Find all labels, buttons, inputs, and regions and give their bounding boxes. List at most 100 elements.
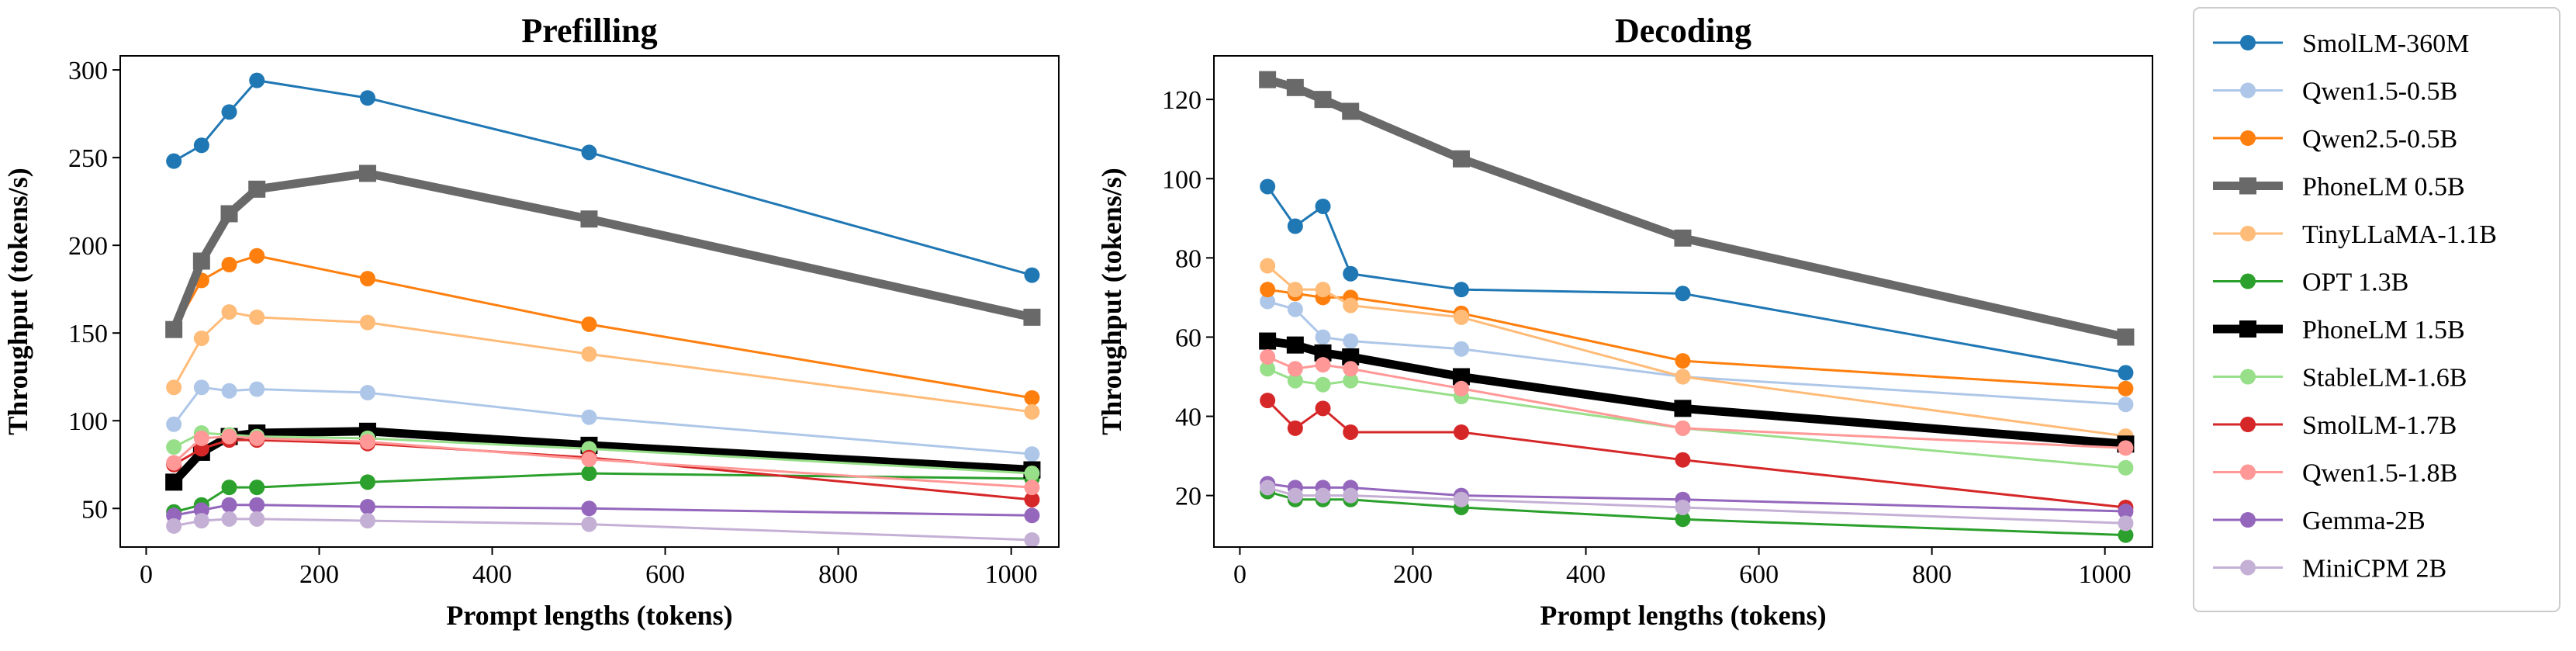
data-point bbox=[192, 252, 210, 270]
data-point bbox=[249, 480, 265, 496]
y-tick-label: 100 bbox=[68, 407, 108, 436]
series-qwen1-5-0-5b bbox=[166, 379, 1040, 462]
data-point bbox=[1260, 393, 1276, 409]
legend-entry-qwen1-5-1-8b: Qwen1.5-1.8B bbox=[2213, 459, 2457, 488]
legend-label: PhoneLM 1.5B bbox=[2302, 316, 2465, 345]
data-point bbox=[249, 72, 265, 88]
data-point bbox=[1453, 491, 1469, 507]
data-point bbox=[2118, 365, 2134, 381]
data-point bbox=[359, 513, 375, 529]
data-point bbox=[1024, 532, 1040, 548]
data-point bbox=[220, 205, 238, 223]
legend-label: MiniCPM 2B bbox=[2302, 555, 2446, 583]
x-tick-label: 1000 bbox=[985, 560, 1038, 589]
series-qwen1-5-1-8b bbox=[166, 428, 1040, 496]
y-tick-label: 60 bbox=[1175, 324, 1202, 352]
data-point bbox=[165, 473, 183, 491]
series-opt-1-3b bbox=[1260, 483, 2134, 543]
data-point bbox=[1453, 282, 1469, 298]
data-point bbox=[1342, 348, 1360, 365]
data-point bbox=[581, 316, 597, 332]
data-point bbox=[1024, 480, 1040, 496]
data-point bbox=[166, 518, 182, 534]
data-point bbox=[248, 180, 266, 198]
legend-entry-tinyllama-1-1b: TinyLLaMA-1.1B bbox=[2213, 220, 2497, 249]
y-tick-label: 100 bbox=[1162, 165, 1202, 194]
data-point bbox=[193, 513, 209, 529]
legend-entry-minicpm-2b: MiniCPM 2B bbox=[2213, 555, 2446, 583]
data-point bbox=[166, 455, 182, 471]
data-point bbox=[1343, 424, 1359, 440]
series-smollm-360m bbox=[166, 72, 1040, 283]
data-point bbox=[2118, 515, 2134, 532]
data-point bbox=[249, 309, 265, 325]
data-point bbox=[249, 248, 265, 264]
data-point bbox=[1453, 341, 1469, 357]
data-point bbox=[2117, 328, 2135, 346]
data-point bbox=[1315, 487, 1331, 504]
data-point bbox=[221, 257, 237, 273]
chart-title: Decoding bbox=[1615, 12, 1751, 50]
data-point bbox=[166, 416, 182, 432]
data-point bbox=[1024, 507, 1040, 524]
series-line bbox=[172, 255, 1032, 400]
data-point bbox=[1315, 400, 1331, 417]
data-point bbox=[1675, 286, 1691, 302]
data-point bbox=[1260, 293, 1276, 310]
legend-marker bbox=[2240, 559, 2256, 576]
data-point bbox=[1024, 491, 1040, 507]
y-tick-label: 120 bbox=[1162, 86, 1202, 115]
data-point bbox=[581, 451, 597, 467]
data-point bbox=[221, 480, 237, 496]
data-point bbox=[249, 430, 265, 446]
data-point bbox=[1343, 361, 1359, 377]
legend-label: SmolLM-360M bbox=[2302, 29, 2469, 58]
series-smollm-360m bbox=[1260, 178, 2134, 381]
y-tick-label: 40 bbox=[1175, 403, 1202, 432]
legend: SmolLM-360M Qwen1.5-0.5B Qwen2.5-0.5B Phone… bbox=[2193, 7, 2560, 612]
plot-frame bbox=[119, 55, 1060, 548]
data-point bbox=[1675, 353, 1691, 369]
series-tinyllama-1-1b bbox=[166, 304, 1040, 420]
legend-entry-qwen1-5-0-5b: Qwen1.5-0.5B bbox=[2213, 78, 2457, 106]
x-tick-label: 0 bbox=[140, 560, 153, 589]
data-point bbox=[1287, 372, 1303, 389]
legend-entry-stablelm-1-6b: StableLM-1.6B bbox=[2213, 364, 2467, 393]
series-qwen2-5-0-5b bbox=[166, 248, 1040, 406]
data-point bbox=[1287, 420, 1303, 436]
data-point bbox=[581, 144, 597, 161]
legend-entry-smollm-360m: SmolLM-360M bbox=[2213, 29, 2469, 58]
y-tick-label: 50 bbox=[81, 495, 108, 524]
x-tick-label: 0 bbox=[1233, 560, 1247, 589]
legend-entry-smollm-1-7b: SmolLM-1.7B bbox=[2213, 411, 2457, 440]
data-point bbox=[249, 511, 265, 527]
x-tick-label: 200 bbox=[299, 560, 339, 589]
data-point bbox=[193, 430, 209, 446]
x-tick-label: 600 bbox=[1739, 560, 1779, 589]
legend-label: TinyLLaMA-1.1B bbox=[2302, 220, 2497, 249]
data-point bbox=[1452, 150, 1470, 168]
data-point bbox=[221, 383, 237, 399]
data-point bbox=[1260, 258, 1276, 274]
data-point bbox=[1315, 198, 1331, 214]
charts: Prefilling Prompt lengths (tokens) Through… bbox=[2, 12, 2153, 631]
data-point bbox=[166, 439, 182, 455]
data-point bbox=[193, 379, 209, 396]
legend-label: OPT 1.3B bbox=[2302, 268, 2408, 297]
data-point bbox=[166, 153, 182, 169]
data-point bbox=[1675, 511, 1691, 528]
series-minicpm-2b bbox=[166, 511, 1040, 548]
series-line bbox=[173, 504, 1032, 517]
data-point bbox=[1286, 336, 1304, 354]
data-point bbox=[1287, 301, 1303, 317]
legend-box bbox=[2193, 7, 2560, 612]
data-point bbox=[581, 516, 597, 532]
legend-marker bbox=[2240, 417, 2256, 432]
data-point bbox=[1453, 424, 1469, 440]
y-tick-label: 200 bbox=[68, 232, 108, 261]
data-point bbox=[1343, 372, 1359, 389]
data-point bbox=[359, 474, 375, 490]
data-point bbox=[359, 271, 375, 287]
series-group bbox=[165, 72, 1041, 548]
